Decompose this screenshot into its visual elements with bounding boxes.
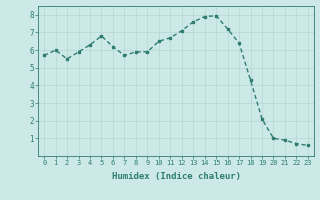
- X-axis label: Humidex (Indice chaleur): Humidex (Indice chaleur): [111, 172, 241, 181]
